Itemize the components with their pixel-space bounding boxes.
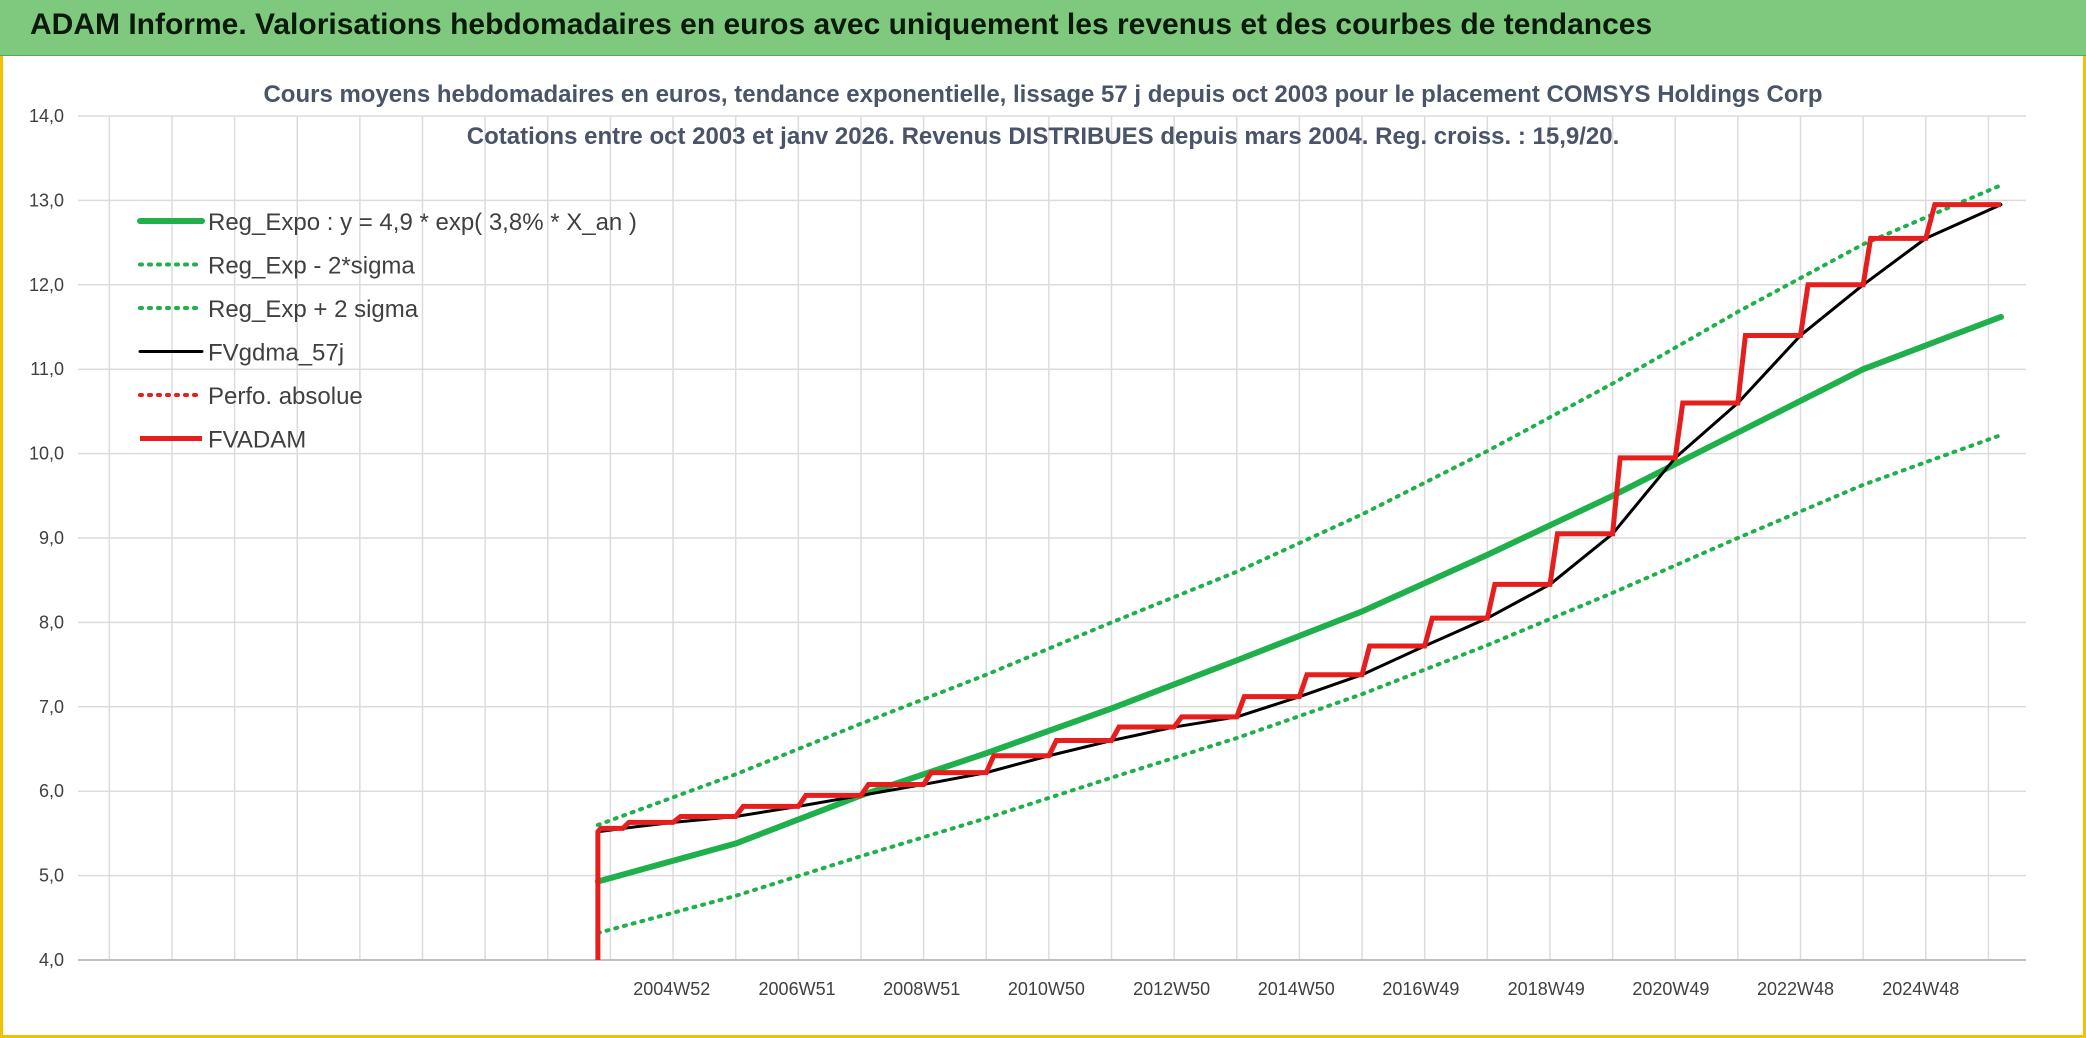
legend-label: Reg_Expo : y = 4,9 * exp( 3,8% * X_an ) bbox=[208, 209, 637, 236]
legend-label: Reg_Exp - 2*sigma bbox=[208, 253, 415, 280]
y-tick-label: 5,0 bbox=[39, 866, 64, 886]
x-tick-label: 2020W49 bbox=[1632, 979, 1709, 999]
y-tick-label: 12,0 bbox=[29, 275, 64, 295]
y-tick-label: 9,0 bbox=[39, 528, 64, 548]
series-line-1 bbox=[595, 433, 2003, 935]
x-tick-label: 2010W50 bbox=[1008, 979, 1085, 999]
x-tick-label: 2024W48 bbox=[1882, 979, 1959, 999]
series-line-5 bbox=[595, 202, 2001, 960]
legend-label: FVgdma_57j bbox=[208, 340, 344, 367]
x-tick-label: 2016W49 bbox=[1382, 979, 1459, 999]
legend-label: FVADAM bbox=[208, 427, 306, 454]
x-tick-label: 2008W51 bbox=[883, 979, 960, 999]
y-axis: 4,0 5,0 6,0 7,0 8,0 9,0 10,0 11,0 12,0 13,0 14,0 bbox=[29, 106, 64, 970]
valuation-chart: Cours moyens hebdomadaires en euros, ten… bbox=[29, 81, 2026, 999]
report-banner: ADAM Informe. Valorisations hebdomadaire… bbox=[0, 0, 2086, 56]
x-tick-label: 2006W51 bbox=[759, 979, 836, 999]
x-tick-label: 2004W52 bbox=[633, 979, 710, 999]
legend: Reg_Expo : y = 4,9 * exp( 3,8% * X_an ) R… bbox=[137, 209, 637, 454]
series-line-0 bbox=[594, 313, 2004, 885]
x-tick-label: 2012W50 bbox=[1133, 979, 1210, 999]
plot-series bbox=[594, 183, 2004, 960]
chart-title-line-2: Cotations entre oct 2003 et janv 2026. R… bbox=[467, 123, 1619, 150]
y-tick-label: 4,0 bbox=[39, 950, 64, 970]
y-tick-label: 10,0 bbox=[29, 444, 64, 464]
y-tick-label: 11,0 bbox=[30, 359, 64, 379]
y-tick-label: 7,0 bbox=[39, 697, 64, 717]
x-tick-label: 2014W50 bbox=[1258, 979, 1335, 999]
series-line-2 bbox=[595, 183, 2003, 827]
y-tick-label: 6,0 bbox=[39, 781, 64, 801]
grid bbox=[78, 115, 2026, 961]
legend-label: Perfo. absolue bbox=[208, 383, 363, 410]
legend-label: Reg_Exp + 2 sigma bbox=[208, 296, 419, 323]
y-tick-label: 8,0 bbox=[39, 612, 64, 632]
chart-title-line-1: Cours moyens hebdomadaires en euros, ten… bbox=[263, 81, 1822, 108]
x-tick-label: 2022W48 bbox=[1757, 979, 1834, 999]
y-tick-label: 14,0 bbox=[29, 106, 64, 126]
report-title: ADAM Informe. Valorisations hebdomadaire… bbox=[30, 8, 1653, 41]
y-tick-label: 13,0 bbox=[29, 190, 64, 210]
x-axis: 2004W52 2006W51 2008W51 2010W50 2012W50 2014W… bbox=[633, 979, 1959, 999]
x-tick-label: 2018W49 bbox=[1508, 979, 1585, 999]
